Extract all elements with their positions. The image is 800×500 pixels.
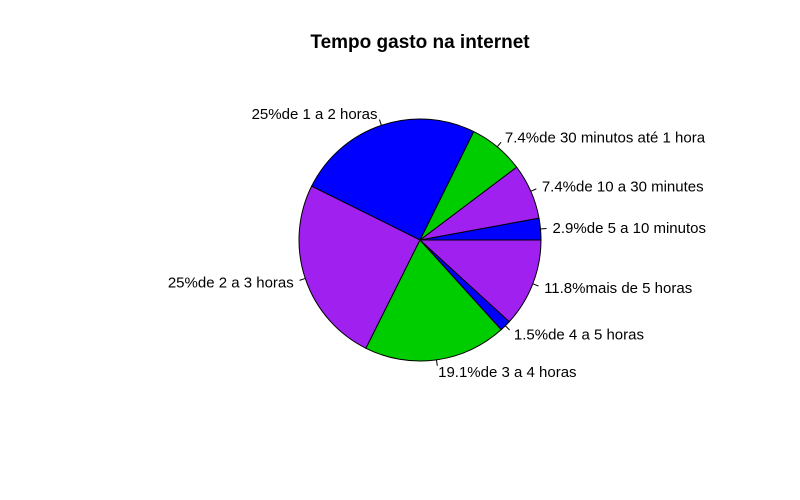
pie-leader-5 [435,359,438,366]
pie-label-0: 2.9%de 5 a 10 minutos [553,220,706,237]
pie-label-4: 25%de 2 a 3 horas [168,274,294,291]
pie-leader-2 [496,141,502,148]
pie-slices [298,118,542,362]
pie-label-3: 25%de 1 a 2 horas [252,106,378,123]
pie-leader-3 [378,119,382,126]
pie-label-7: 11.8%mais de 5 horas [544,280,692,297]
pie-label-2: 7.4%de 30 minutos até 1 hora [505,130,706,147]
pie-leader-7 [532,283,539,287]
pie-leader-0 [540,227,547,230]
pie-slice-3 [310,118,475,241]
pie-label-5: 19.1%de 3 a 4 horas [438,364,576,381]
pie-leader-1 [530,188,537,192]
chart-title: Tempo gasto na internet [310,32,530,53]
pie-labels: 2.9%de 5 a 10 minutos 7.4%de 10 a 30 minu… [168,106,706,381]
pie-leader-6 [505,325,510,331]
pie-leader-4 [299,277,306,281]
pie-label-6: 1.5%de 4 a 5 horas [514,326,644,343]
pie-label-1: 7.4%de 10 a 30 minutes [542,178,704,195]
pie-slice-4 [298,185,421,349]
